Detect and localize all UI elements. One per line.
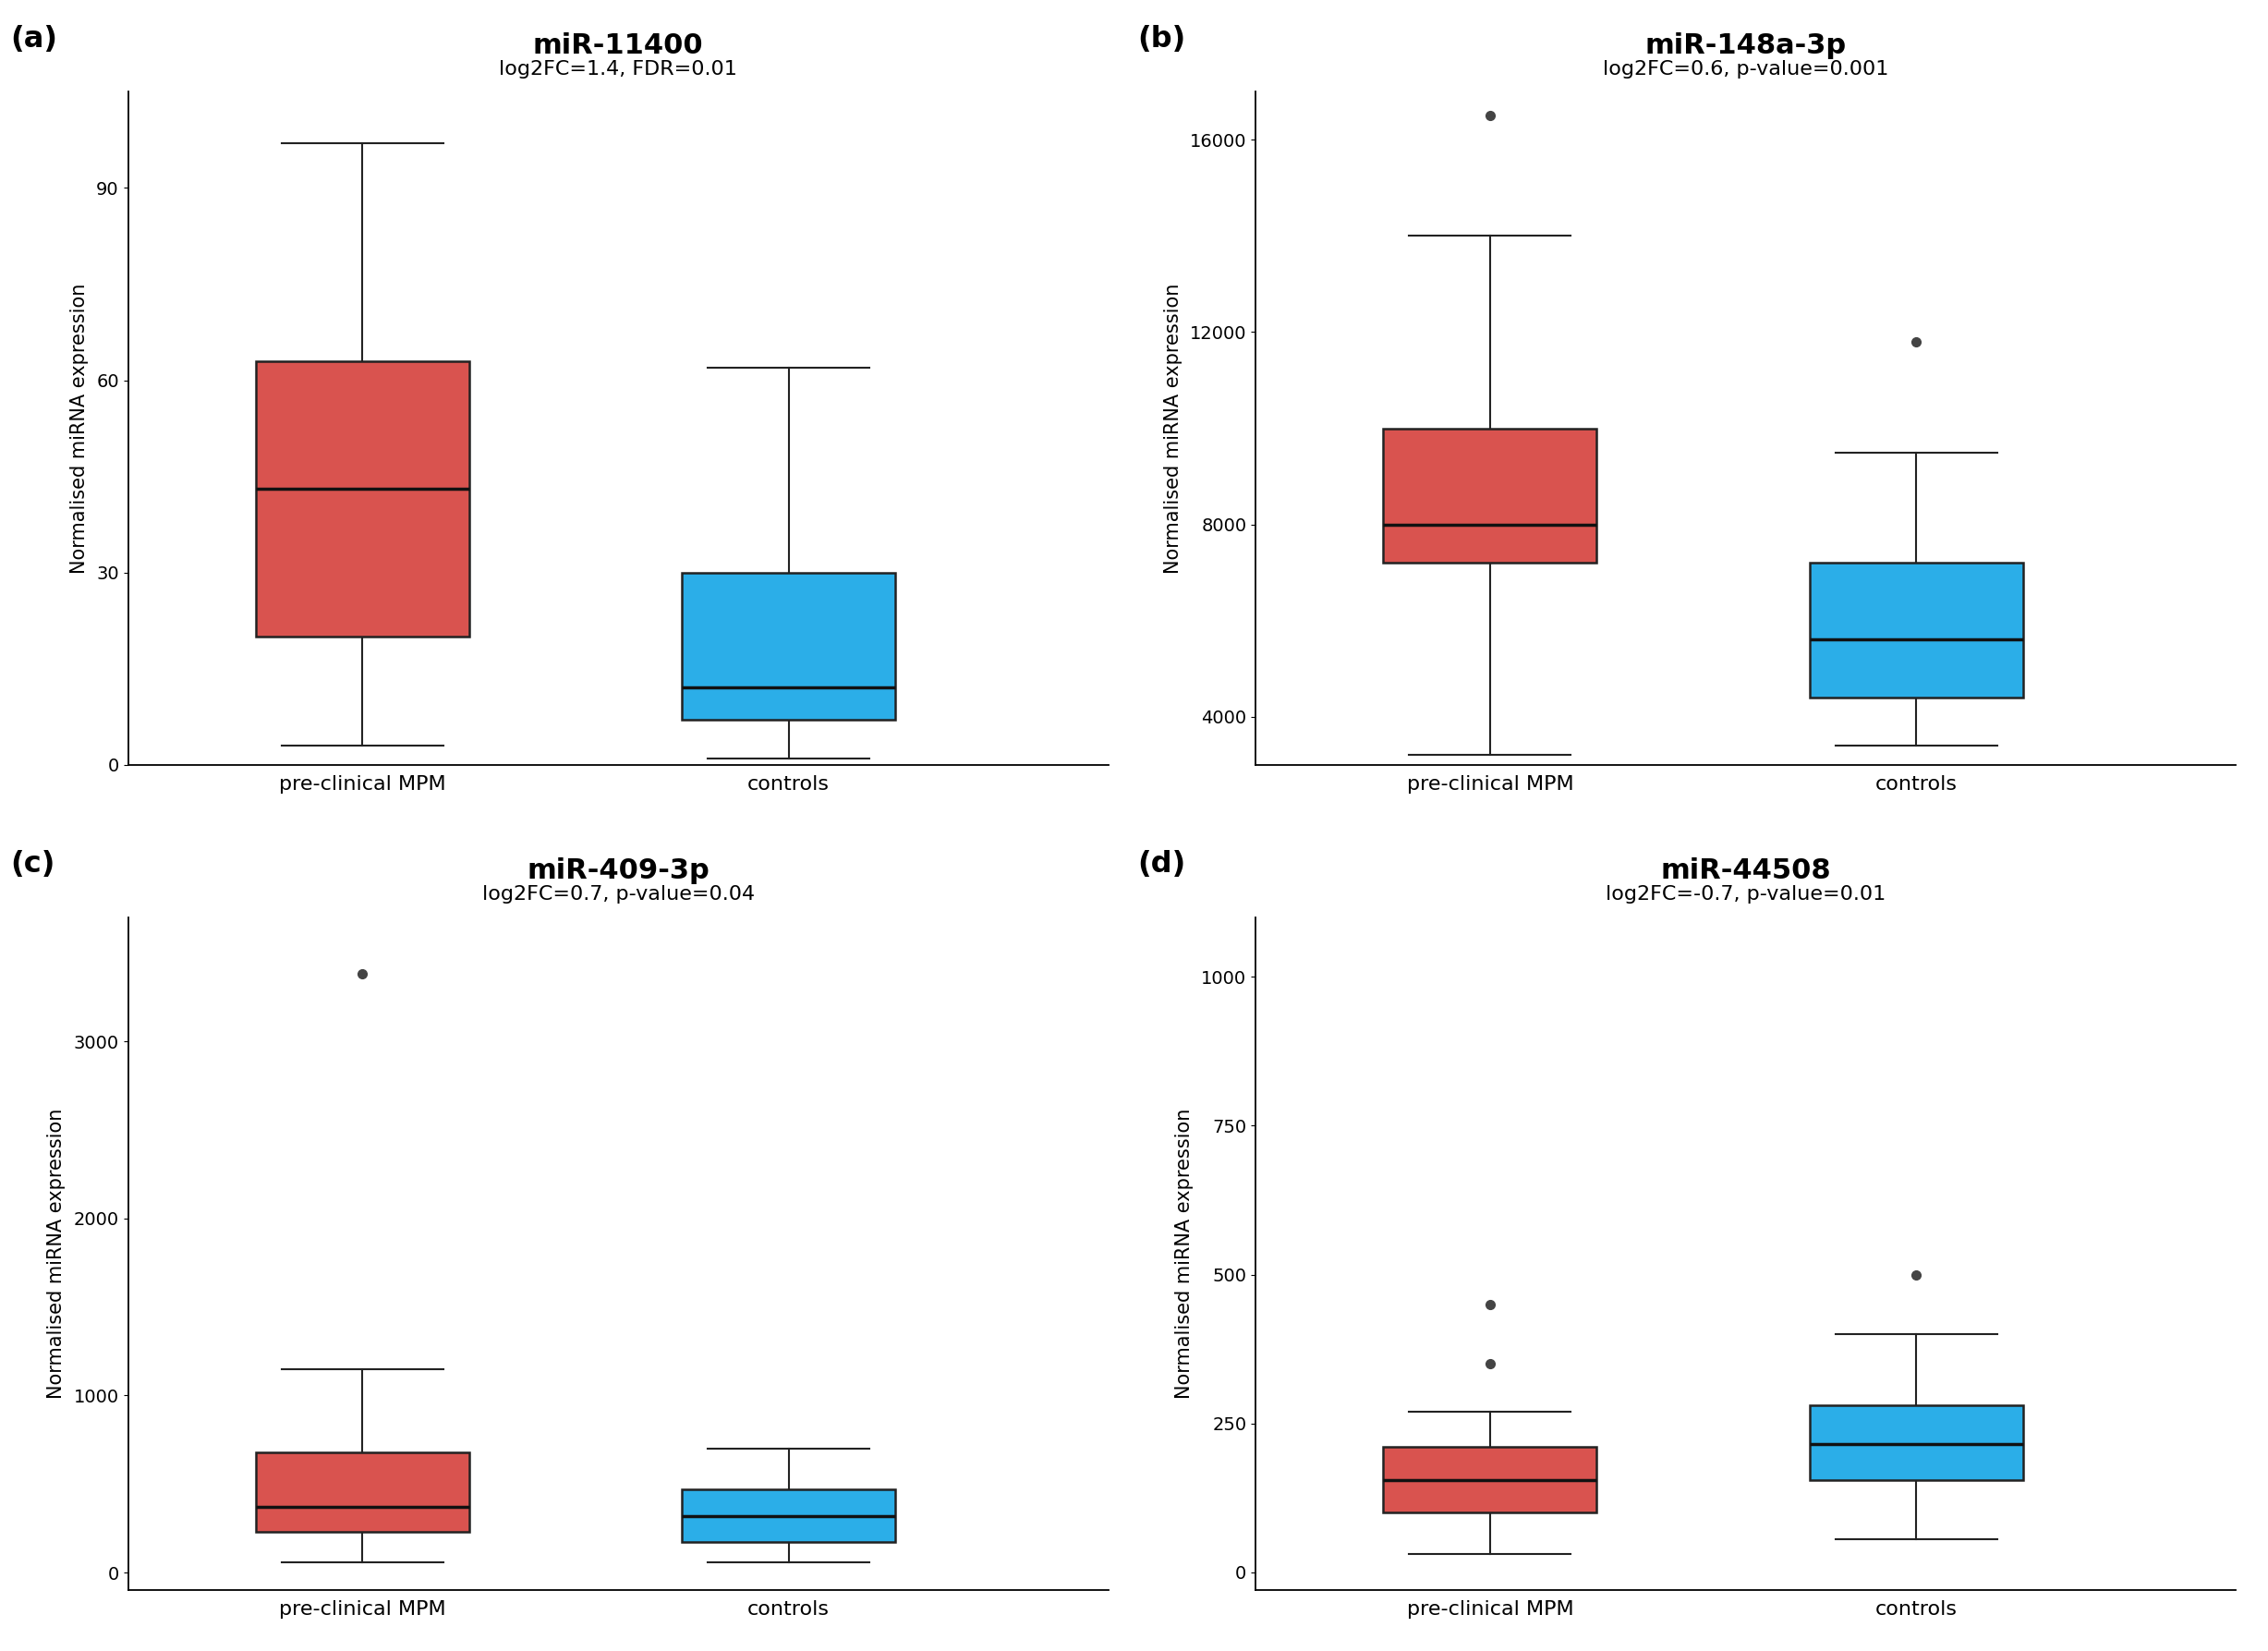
- Bar: [683, 1489, 896, 1542]
- Bar: [1810, 1405, 2023, 1479]
- Bar: [1383, 428, 1597, 563]
- Bar: [1810, 563, 2023, 697]
- Title: miR-44508: miR-44508: [1660, 857, 1830, 885]
- Bar: [256, 362, 469, 637]
- Text: log2FC=1.4, FDR=0.01: log2FC=1.4, FDR=0.01: [499, 59, 737, 78]
- Text: log2FC=0.7, p-value=0.04: log2FC=0.7, p-value=0.04: [481, 885, 755, 903]
- Y-axis label: Normalised miRNA expression: Normalised miRNA expression: [48, 1108, 66, 1398]
- Text: (d): (d): [1139, 850, 1186, 878]
- Title: miR-148a-3p: miR-148a-3p: [1644, 31, 1846, 59]
- Title: miR-11400: miR-11400: [533, 31, 703, 59]
- Y-axis label: Normalised miRNA expression: Normalised miRNA expression: [1175, 1108, 1193, 1398]
- Text: log2FC=0.6, p-value=0.001: log2FC=0.6, p-value=0.001: [1603, 59, 1889, 78]
- Text: (b): (b): [1139, 25, 1186, 53]
- Text: log2FC=-0.7, p-value=0.01: log2FC=-0.7, p-value=0.01: [1606, 885, 1885, 903]
- Title: miR-409-3p: miR-409-3p: [526, 857, 710, 885]
- Text: (c): (c): [11, 850, 54, 878]
- Bar: [256, 1453, 469, 1532]
- Bar: [683, 573, 896, 720]
- Text: (a): (a): [11, 25, 57, 53]
- Y-axis label: Normalised miRNA expression: Normalised miRNA expression: [1163, 282, 1182, 573]
- Y-axis label: Normalised miRNA expression: Normalised miRNA expression: [70, 282, 88, 573]
- Bar: [1383, 1448, 1597, 1512]
